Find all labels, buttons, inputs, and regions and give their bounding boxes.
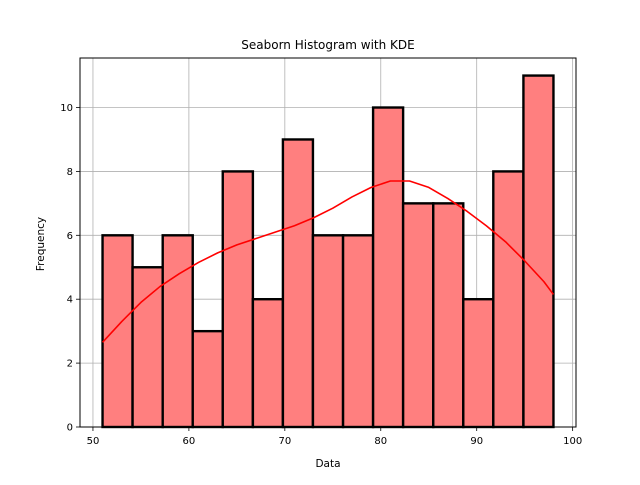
histogram-bar-14 [492,170,525,429]
y-tick-label: 6 [67,231,73,242]
histogram-bar-4 [191,329,224,429]
y-tick-label: 8 [67,167,73,178]
y-axis-label: Frequency [35,217,47,271]
kde-curve-group [101,180,555,343]
x-tick-label: 80 [374,436,387,447]
x-tick-label: 90 [470,436,483,447]
x-tick-label: 70 [278,436,291,447]
histogram-bar-9 [341,234,375,429]
y-tick-label: 0 [67,423,73,434]
y-axis-ticks: 0 2 4 6 8 10 [60,103,80,434]
histogram-bar-5 [221,170,255,429]
x-axis-label: Data [315,458,340,470]
histogram-bar-13 [462,298,495,429]
histogram-bar-7 [281,138,315,429]
histogram-bar-6 [251,298,285,429]
x-tick-label: 100 [563,436,582,447]
histogram-bar-11 [401,202,435,429]
histogram-bar-10 [371,106,405,429]
chart-title: Seaborn Histogram with KDE [241,38,414,52]
axes-frame [79,57,577,428]
histogram-bar-12 [432,202,465,429]
histogram-bar-3 [161,234,194,429]
histogram-bars [101,74,555,429]
x-axis-ticks: 50 60 70 80 90 100 [87,427,582,447]
histogram-bar-8 [311,234,345,429]
histogram-bar-1 [101,234,134,429]
y-tick-label: 10 [60,103,73,114]
histogram-bar-2 [131,266,164,429]
y-tick-label: 4 [67,295,73,306]
histogram-bar-15 [522,74,555,429]
x-tick-label: 50 [87,436,100,447]
kde-curve [101,180,555,343]
y-tick-label: 2 [67,359,73,370]
x-tick-label: 60 [183,436,196,447]
